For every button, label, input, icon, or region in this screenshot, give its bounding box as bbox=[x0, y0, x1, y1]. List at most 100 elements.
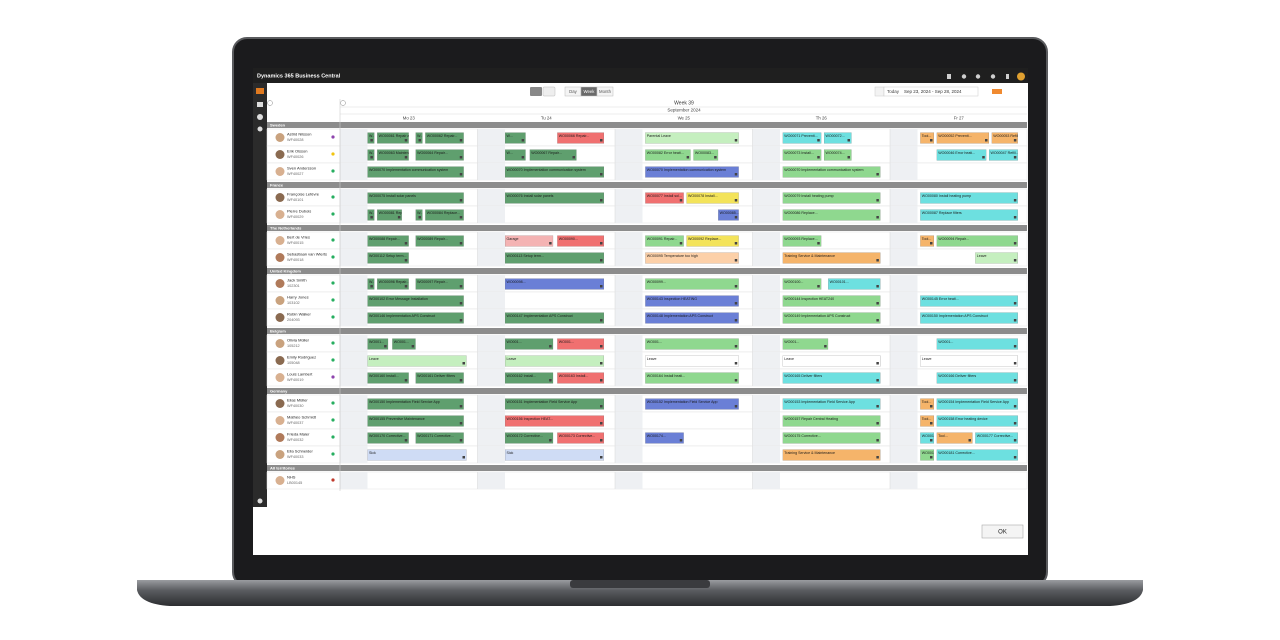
task-label[interactable]: WO00082 Error heati... bbox=[647, 151, 684, 155]
task-label[interactable]: WO00052 Preventi... bbox=[938, 134, 971, 138]
task-block[interactable]: WO00052 Preventi... bbox=[936, 132, 989, 144]
task-block[interactable]: WO00146 Implementation APS Construct bbox=[367, 312, 464, 324]
task-label[interactable]: WO00150 Implementation Field Service App bbox=[369, 400, 440, 404]
task-block[interactable]: WO00162 Install... bbox=[505, 372, 554, 384]
task-block[interactable]: WO00089 Repair... bbox=[415, 235, 464, 247]
task-block[interactable]: Training Service & Maintenance bbox=[782, 252, 881, 264]
task-block[interactable]: WO00070 Implementation communication sys… bbox=[505, 166, 604, 178]
task-label[interactable]: W... bbox=[369, 151, 375, 155]
task-block[interactable]: WO00097 Repair... bbox=[415, 278, 464, 290]
task-label[interactable]: WO00094 Repair... bbox=[938, 237, 969, 241]
task-label[interactable]: WO00170 Corrective... bbox=[369, 434, 406, 438]
task-label[interactable]: WO00063 Maintenance bbox=[379, 151, 417, 155]
task-block[interactable]: WO00080 Install heating pump bbox=[920, 192, 1018, 204]
task-block[interactable]: Sick bbox=[367, 449, 467, 461]
task-label[interactable]: WO00090... bbox=[559, 237, 578, 241]
task-block[interactable]: WO00165 Deliver filters bbox=[782, 372, 881, 384]
task-label[interactable]: WO00084 Replace... bbox=[427, 211, 460, 215]
task-block[interactable]: WO00148 Implementation APS Construct bbox=[645, 312, 739, 324]
task-label[interactable]: WO00177 Corrective... bbox=[977, 434, 1014, 438]
task-label[interactable]: Leave bbox=[647, 357, 657, 361]
task-block[interactable]: WO00093 Replace... bbox=[782, 235, 822, 247]
task-label[interactable]: Training Service & Maintenance bbox=[784, 451, 835, 455]
task-label[interactable]: WO00162 Install... bbox=[507, 374, 537, 378]
task-label[interactable]: WO00100... bbox=[784, 280, 803, 284]
task-label[interactable]: WO00095 Temperature too high bbox=[647, 254, 698, 258]
task-block[interactable]: WO00150 Implementation Field Service App bbox=[367, 398, 464, 410]
task-block[interactable]: WO00152 Implementation Field Service App bbox=[645, 398, 739, 410]
task-block[interactable]: WO00079 Install heating pump bbox=[782, 192, 881, 204]
task-block[interactable]: WO00053 Refill... bbox=[991, 132, 1022, 144]
task-block[interactable]: WO00087 Replace filters bbox=[920, 209, 1018, 221]
task-label[interactable]: WO00073 Install... bbox=[784, 151, 814, 155]
task-label[interactable]: WO00087 Replace filters bbox=[922, 211, 962, 215]
task-block[interactable]: WO001... bbox=[782, 338, 829, 350]
task-label[interactable]: WO00113 Setup term... bbox=[507, 254, 545, 258]
date-range-box[interactable] bbox=[883, 86, 979, 97]
task-block[interactable]: WO00066 Repair... bbox=[557, 132, 604, 144]
task-block[interactable]: WO00174... bbox=[645, 432, 684, 444]
task-block[interactable]: WO00155 Preventive Maintenance bbox=[367, 415, 464, 427]
task-label[interactable]: WO00152 Implementation Field Service App bbox=[647, 400, 718, 404]
task-block[interactable]: WO00092 Replace... bbox=[686, 235, 739, 247]
task-block[interactable]: WO00173 Corrective... bbox=[557, 432, 604, 444]
task-block[interactable]: WO00164 Install heati... bbox=[645, 372, 739, 384]
task-block[interactable]: WO00075 Install solar panels bbox=[367, 192, 464, 204]
task-label[interactable]: WO00171 Corrective... bbox=[417, 434, 454, 438]
task-label[interactable]: WO00089 Repair... bbox=[417, 237, 448, 241]
task-label[interactable]: W... bbox=[507, 134, 513, 138]
task-label[interactable]: Leave bbox=[784, 357, 794, 361]
task-block[interactable]: Leave bbox=[782, 355, 881, 367]
task-label[interactable]: WO001... bbox=[784, 340, 799, 344]
task-label[interactable]: WO00165 Deliver filters bbox=[784, 374, 822, 378]
task-block[interactable]: Tool... bbox=[936, 432, 973, 444]
task-label[interactable]: Tool... bbox=[922, 417, 932, 421]
task-label[interactable]: WO00176 Corrective... bbox=[922, 434, 959, 438]
task-block[interactable]: WO00161 Deliver filters bbox=[415, 372, 464, 384]
task-block[interactable]: WO00084 Replace... bbox=[425, 209, 464, 221]
task-label[interactable]: WO00066 Repair... bbox=[559, 134, 590, 138]
task-block[interactable]: WO00083... bbox=[693, 149, 719, 161]
task-block[interactable]: W... bbox=[505, 149, 526, 161]
task-block[interactable]: Tool... bbox=[920, 132, 934, 144]
task-label[interactable]: Training Service & Maintenance bbox=[784, 254, 835, 258]
task-block[interactable]: WO00094 Repair... bbox=[936, 235, 1018, 247]
task-label[interactable]: WO00181 Corrective... bbox=[938, 451, 975, 455]
task-label[interactable]: WO00086 Replace... bbox=[784, 211, 817, 215]
task-block[interactable]: WO00158 Error heating device bbox=[936, 415, 1018, 427]
task-block[interactable]: W... bbox=[367, 209, 376, 221]
task-block[interactable]: WO00095 Temperature too high bbox=[645, 252, 739, 264]
task-label[interactable]: WO00153 Implementation Field Service App bbox=[784, 400, 855, 404]
task-label[interactable]: WO00155 Preventive Maintenance bbox=[369, 417, 425, 421]
task-block[interactable]: WO00090... bbox=[557, 235, 604, 247]
task-block[interactable]: WO00151 Implementation Field Service App bbox=[505, 398, 604, 410]
view-label[interactable]: Week bbox=[584, 89, 596, 94]
task-label[interactable]: WO00079 Install heating pump bbox=[784, 194, 833, 198]
task-block[interactable]: Leave bbox=[920, 355, 1018, 367]
task-label[interactable]: Leave bbox=[977, 254, 987, 258]
task-label[interactable]: Garage bbox=[507, 237, 519, 241]
task-block[interactable]: WO00172 Corrective... bbox=[505, 432, 554, 444]
task-label[interactable]: WO00067 Repair... bbox=[531, 151, 562, 155]
task-block[interactable]: WO00176 Corrective... bbox=[920, 432, 959, 444]
task-block[interactable]: WO00070 Implementation communication sys… bbox=[367, 166, 464, 178]
task-label[interactable]: WO00145 Error heati... bbox=[922, 297, 959, 301]
task-block[interactable]: Garage bbox=[505, 235, 554, 247]
task-label[interactable]: WO00070 Implementation communication sys… bbox=[647, 168, 726, 172]
task-block[interactable]: WO00145 Error heati... bbox=[920, 295, 1018, 307]
task-block[interactable]: W... bbox=[367, 149, 376, 161]
task-label[interactable]: WO00164 Install heati... bbox=[647, 374, 685, 378]
task-label[interactable]: WO00143 Inspection HEATING bbox=[647, 297, 697, 301]
task-block[interactable]: WO00098... bbox=[505, 278, 604, 290]
task-label[interactable]: W... bbox=[369, 134, 375, 138]
task-label[interactable]: WO00081 Replace... bbox=[379, 211, 412, 215]
task-label[interactable]: WO00071 Preventi... bbox=[784, 134, 817, 138]
task-block[interactable]: Leave bbox=[645, 355, 739, 367]
task-label[interactable]: WO00074... bbox=[826, 151, 845, 155]
task-block[interactable]: WO001... bbox=[645, 338, 739, 350]
task-block[interactable]: WO00113 Setup term... bbox=[505, 252, 604, 264]
task-label[interactable]: WO00070 Implementation communication sys… bbox=[369, 168, 448, 172]
task-block[interactable]: WO001... bbox=[936, 338, 1018, 350]
task-label[interactable]: WO00070 Implementation communication sys… bbox=[507, 168, 586, 172]
task-block[interactable]: WO00153 Implementation Field Service App bbox=[782, 398, 881, 410]
